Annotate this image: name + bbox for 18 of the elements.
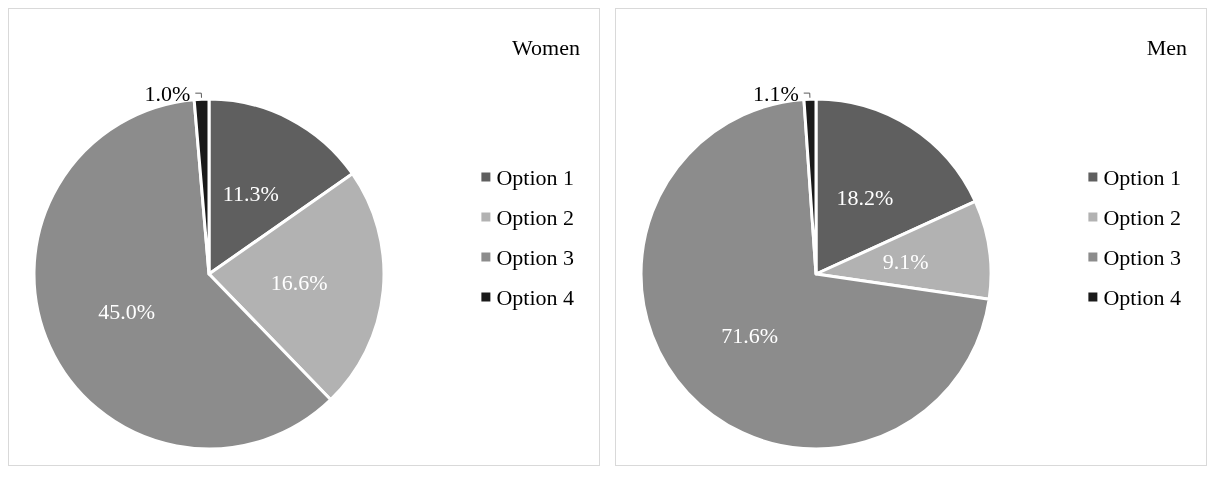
legend-label: Option 2: [496, 204, 575, 230]
legend-label: Option 3: [1103, 244, 1182, 270]
legend-label: Option 3: [496, 244, 575, 270]
data-label: 45.0%: [98, 299, 156, 324]
legend-label: Option 4: [496, 284, 575, 310]
data-label: 16.6%: [270, 270, 328, 296]
legend-label: Option 1: [496, 164, 575, 190]
legend-label: Option 1: [1103, 164, 1182, 190]
chart-title: Men: [1146, 34, 1187, 60]
data-label: 71.6%: [721, 323, 779, 349]
data-label: 1.1%: [752, 80, 799, 106]
legend-label: Option 4: [1103, 284, 1182, 310]
data-label: 18.2%: [836, 185, 894, 211]
data-label: 9.1%: [882, 248, 929, 274]
data-label: 1.0%: [144, 80, 191, 106]
chart-title: Women: [512, 34, 581, 60]
legend-label: Option 2: [1103, 204, 1182, 230]
data-label: 11.3%: [222, 181, 279, 207]
